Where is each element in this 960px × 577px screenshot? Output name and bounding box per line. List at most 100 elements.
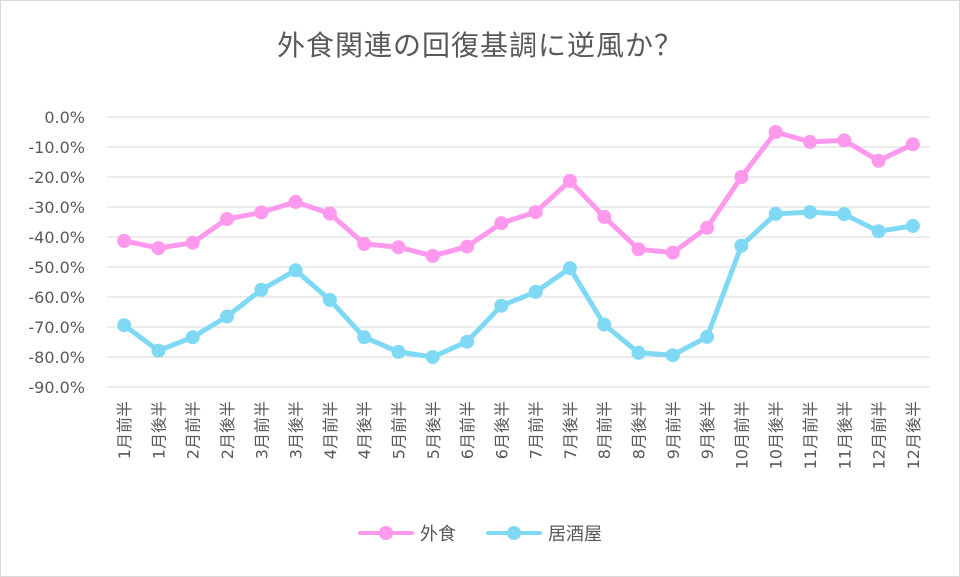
x-axis-ticks: 1月前半 1月後半 2月前半 2月後半 3月前半 3月後半 4月前半 4月後半 5月前半 5月後半…: [115, 401, 923, 469]
legend: 外食 居酒屋: [0, 520, 960, 546]
x-tick-label: 10月前半: [732, 401, 751, 469]
data-point: [665, 348, 680, 363]
data-point: [631, 242, 646, 257]
data-point: [322, 206, 337, 221]
data-point: [254, 282, 269, 297]
y-tick-label: -30.0%: [28, 198, 85, 217]
data-point: [322, 293, 337, 307]
data-point: [700, 329, 715, 344]
x-tick-label: 8月後半: [630, 401, 649, 459]
data-point: [117, 318, 132, 333]
data-point: [802, 205, 817, 220]
chart-title: 外食関連の回復基調に逆風か？: [276, 29, 683, 62]
y-tick-label: 0.0%: [44, 108, 85, 127]
data-point: [220, 309, 235, 324]
data-point: [117, 233, 132, 248]
data-point: [837, 207, 852, 222]
data-point: [391, 240, 406, 255]
x-tick-label: 5月後半: [424, 401, 443, 459]
data-point: [288, 194, 303, 209]
x-tick-label: 11月前半: [801, 401, 820, 469]
x-tick-label: 7月後半: [561, 401, 580, 459]
y-axis-ticks: 0.0% -10.0% -20.0% -30.0% -40.0% -50.0% -60.0%…: [28, 108, 85, 397]
data-point: [734, 238, 749, 253]
data-point: [528, 205, 543, 220]
data-point: [734, 170, 749, 184]
data-point: [254, 205, 269, 220]
x-tick-label: 7月前半: [527, 401, 546, 459]
data-point: [151, 241, 166, 256]
x-tick-label: 6月前半: [458, 401, 477, 459]
x-tick-label: 3月前半: [252, 401, 271, 459]
legend-dot-gaishoku: [379, 526, 393, 540]
x-tick-label: 12月後半: [904, 401, 923, 469]
series-group: [117, 125, 920, 364]
x-tick-label: 5月前半: [389, 401, 408, 459]
x-tick-label: 11月後半: [835, 401, 854, 469]
data-point: [802, 134, 817, 149]
x-tick-label: 2月後半: [218, 401, 237, 459]
data-point: [494, 216, 509, 231]
x-tick-label: 4月後半: [355, 401, 374, 459]
x-tick-label: 8月前半: [595, 401, 614, 459]
data-point: [357, 330, 372, 345]
data-point: [768, 125, 783, 139]
data-point: [837, 133, 852, 148]
x-tick-label: 1月後半: [149, 401, 168, 459]
data-point: [220, 212, 235, 226]
x-tick-label: 9月後半: [698, 401, 717, 459]
data-point: [185, 235, 200, 250]
legend-label-izakaya: 居酒屋: [548, 524, 602, 545]
data-point: [460, 334, 475, 349]
y-tick-label: -20.0%: [28, 168, 85, 187]
y-tick-label: -50.0%: [28, 258, 85, 277]
x-tick-label: 9月前半: [664, 401, 683, 459]
data-point: [357, 236, 372, 251]
x-tick-label: 2月前半: [184, 401, 203, 459]
y-tick-label: -80.0%: [28, 348, 85, 367]
x-tick-label: 12月前半: [870, 401, 889, 469]
data-point: [185, 330, 200, 345]
data-point: [665, 245, 680, 260]
y-tick-label: -90.0%: [28, 378, 85, 397]
data-point: [871, 224, 886, 239]
data-point: [905, 137, 920, 152]
series-0: [117, 125, 920, 263]
legend-dot-izakaya: [507, 526, 521, 540]
data-point: [597, 209, 612, 224]
series-1: [117, 205, 920, 364]
data-point: [905, 218, 920, 233]
legend-marker-izakaya: [486, 524, 542, 542]
data-point: [631, 345, 646, 360]
x-tick-label: 1月前半: [115, 401, 134, 459]
data-point: [425, 248, 440, 263]
x-tick-label: 6月後半: [492, 401, 511, 459]
x-tick-label: 4月前半: [321, 401, 340, 459]
y-tick-label: -70.0%: [28, 318, 85, 337]
y-tick-label: -10.0%: [28, 138, 85, 157]
data-point: [151, 343, 166, 358]
data-point: [391, 344, 406, 359]
y-tick-label: -40.0%: [28, 228, 85, 247]
legend-item-gaishoku: 外食: [358, 520, 456, 546]
x-tick-label: 3月後半: [287, 401, 306, 459]
x-tick-label: 10月後半: [767, 401, 786, 469]
legend-item-izakaya: 居酒屋: [486, 520, 602, 546]
data-point: [700, 220, 715, 235]
data-point: [528, 284, 543, 299]
data-point: [562, 173, 577, 188]
data-point: [425, 350, 440, 364]
y-tick-label: -60.0%: [28, 288, 85, 307]
series-line: [121, 209, 916, 360]
data-point: [768, 206, 783, 221]
data-point: [460, 239, 475, 254]
data-point: [597, 317, 612, 332]
data-point: [288, 263, 303, 278]
data-point: [494, 298, 509, 313]
data-point: [871, 153, 886, 168]
data-point: [562, 261, 577, 276]
legend-label-gaishoku: 外食: [420, 524, 456, 545]
gridlines: [107, 116, 930, 388]
